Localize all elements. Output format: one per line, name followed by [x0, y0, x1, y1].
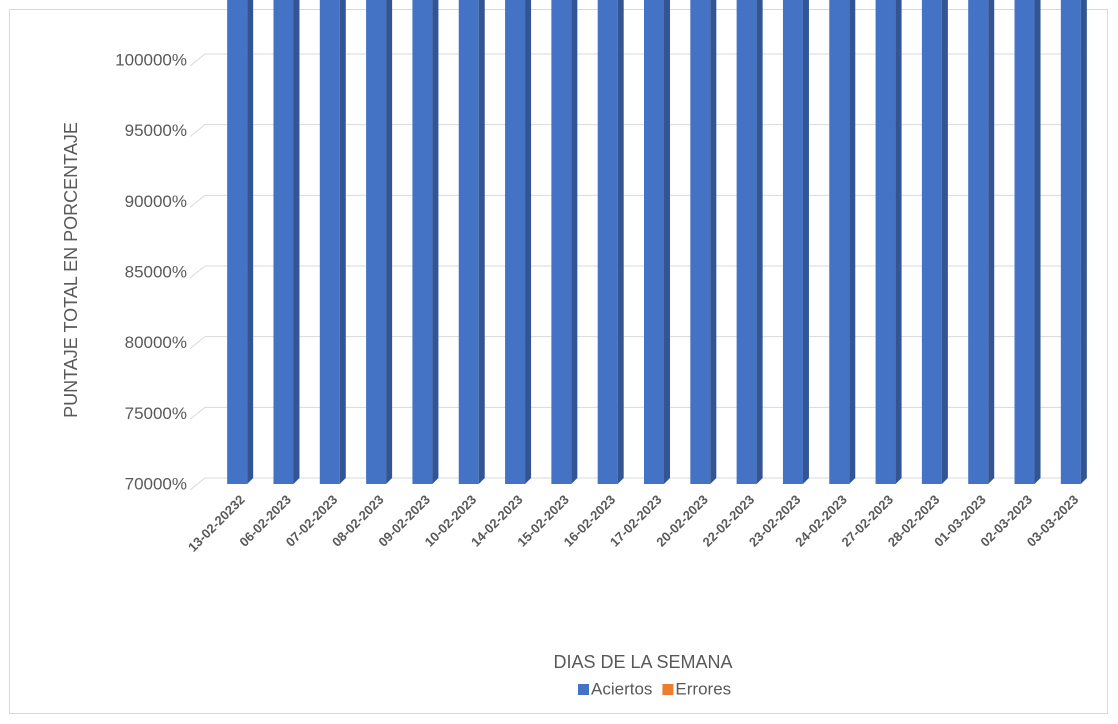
bar [875, 0, 896, 484]
y-tick-label: 80000% [125, 333, 187, 352]
bar-side [432, 0, 439, 484]
y-axis-title: PUNTAJE TOTAL EN PORCENTAJE [61, 122, 81, 418]
legend-label: Aciertos [591, 679, 652, 698]
bar-side [617, 0, 624, 484]
legend-swatch [662, 684, 674, 695]
legend-swatch [578, 684, 589, 695]
bar [505, 0, 526, 485]
bar-side [756, 0, 763, 484]
bar [1014, 0, 1035, 484]
bar-side [1034, 0, 1041, 484]
bar [412, 0, 433, 484]
bar-side [525, 0, 532, 484]
bar [366, 0, 387, 485]
bar-side [664, 0, 670, 484]
bar-side [710, 0, 717, 484]
y-tick-label: 95000% [125, 121, 187, 140]
bar [921, 0, 942, 484]
bar [782, 0, 803, 484]
bar [597, 0, 618, 485]
bar-side [386, 0, 393, 484]
bar [690, 0, 711, 484]
legend-label: Errores [675, 679, 731, 698]
bar-side [849, 0, 856, 484]
y-tick-label: 85000% [125, 262, 187, 281]
bar [829, 0, 850, 484]
bar-side [941, 0, 948, 484]
bar-side [1080, 0, 1087, 484]
bar [1060, 0, 1081, 484]
bar-side [571, 0, 578, 484]
bar [319, 0, 340, 484]
bar-side [895, 0, 902, 484]
y-tick-label: 90000% [125, 192, 187, 211]
bar-side [802, 0, 809, 484]
x-axis-title: DIAS DE LA SEMANA [553, 652, 732, 672]
bar [458, 0, 479, 484]
bar [736, 0, 757, 484]
bar-side [988, 0, 995, 484]
bar-side [293, 0, 300, 484]
y-tick-label: 70000% [125, 474, 187, 493]
bar-side [339, 0, 346, 484]
bar [273, 0, 294, 485]
bar [227, 0, 248, 484]
bar [551, 0, 572, 484]
y-tick-label: 75000% [125, 404, 187, 423]
bar-side [247, 0, 254, 484]
bar-side [478, 0, 485, 484]
bar [968, 0, 989, 485]
y-tick-label: 100000% [115, 50, 187, 69]
bar [644, 0, 664, 485]
